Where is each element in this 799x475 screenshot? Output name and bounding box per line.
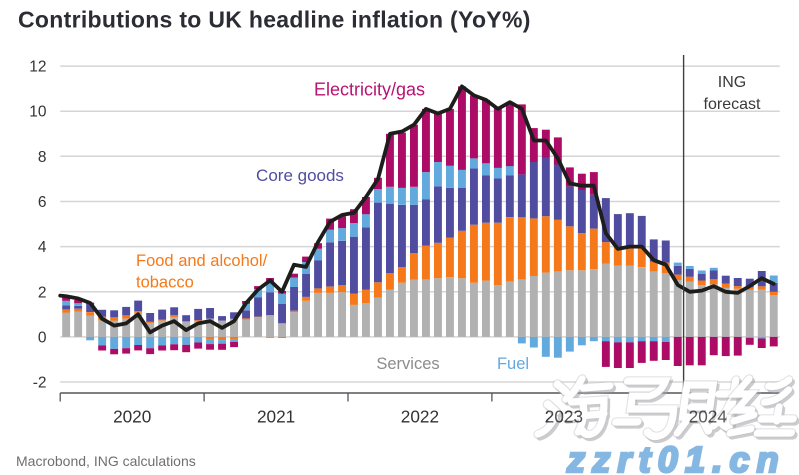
svg-text:12: 12 [29, 59, 46, 76]
svg-text:tobacco: tobacco [136, 274, 194, 292]
svg-text:ING: ING [718, 74, 746, 91]
svg-text:Contributions to UK headline i: Contributions to UK headline inflation (… [18, 7, 531, 33]
svg-text:Electricity/gas: Electricity/gas [314, 80, 425, 100]
svg-text:Core goods: Core goods [256, 166, 344, 185]
svg-text:0: 0 [38, 329, 47, 346]
svg-text:2: 2 [38, 284, 47, 301]
svg-text:2022: 2022 [401, 407, 439, 427]
svg-text:Services: Services [376, 355, 439, 373]
svg-text:6: 6 [38, 194, 47, 211]
svg-text:Fuel: Fuel [497, 355, 529, 373]
svg-text:-2: -2 [33, 375, 47, 392]
svg-text:2021: 2021 [257, 407, 295, 427]
svg-text:8: 8 [38, 149, 47, 166]
svg-text:Macrobond, ING calculations: Macrobond, ING calculations [16, 453, 196, 469]
svg-text:zzrt01.cn: zzrt01.cn [566, 439, 786, 475]
svg-text:10: 10 [29, 104, 47, 121]
svg-text:4: 4 [38, 239, 47, 256]
svg-text:Food and alcohol/: Food and alcohol/ [136, 252, 268, 270]
svg-text:2020: 2020 [113, 407, 151, 427]
svg-text:2024: 2024 [689, 407, 728, 427]
svg-text:2023: 2023 [545, 407, 583, 427]
svg-text:forecast: forecast [704, 96, 761, 113]
